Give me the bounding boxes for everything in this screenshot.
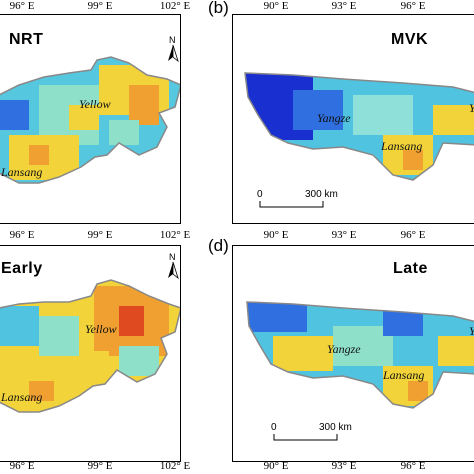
panel-title-late: Late <box>393 260 428 277</box>
tick-label-c-bottom-1: 96° E <box>9 460 35 472</box>
tick-label-d-top-2: 93° E <box>331 229 357 241</box>
scale-start-label: 0 <box>257 189 263 200</box>
basin-label-yangze: Yangze <box>327 342 361 356</box>
map-mvk <box>244 72 474 181</box>
scale-end-label: 300 km <box>305 189 338 200</box>
tick-label-d-top-1: 90° E <box>263 229 289 241</box>
map-nrt <box>0 56 180 184</box>
basin-label-lansang: Lansang <box>1 165 43 179</box>
tick-label-c-bottom-2: 99° E <box>87 460 113 472</box>
panel-title-mvk: MVK <box>391 31 429 48</box>
tick-label-d-bottom-1: 90° E <box>263 460 289 472</box>
panel-letter-d: (d) <box>208 236 229 255</box>
tick-label-d-top-3: 96° E <box>400 229 426 241</box>
tick-label-a-top-1: 96° E <box>9 0 35 12</box>
tick-label-a-top-2: 99° E <box>87 0 113 12</box>
scale-bar <box>273 434 338 441</box>
map-early <box>0 279 180 413</box>
panel-letter-b: (b) <box>208 0 229 17</box>
north-arrow-icon: N <box>165 252 180 280</box>
basin-label-yellow-partial: Y <box>469 101 474 116</box>
basin-label-yellow-partial: Y <box>469 324 474 339</box>
map-panel-early: Early Yellow Lansang N <box>0 245 181 462</box>
basin-label-lansang: Lansang <box>381 139 423 153</box>
tick-label-b-top-3: 96° E <box>400 0 426 12</box>
tick-label-c-top-3: 102° E <box>159 229 191 241</box>
panel-title-early: Early <box>1 260 43 277</box>
basin-label-lansang: Lansang <box>383 368 425 382</box>
basin-label-lansang: Lansang <box>1 390 43 404</box>
north-arrow-icon: N <box>165 35 180 63</box>
tick-label-c-top-1: 96° E <box>9 229 35 241</box>
tick-label-b-top-2: 93° E <box>331 0 357 12</box>
tick-label-c-top-2: 99° E <box>87 229 113 241</box>
basin-label-yellow: Yellow <box>85 322 117 336</box>
tick-label-d-bottom-2: 93° E <box>331 460 357 472</box>
basin-label-yangze: Yangze <box>317 111 351 125</box>
map-panel-mvk: MVK Yangze Lansang Y 0 300 km <box>232 14 474 224</box>
basin-label-yellow: Yellow <box>79 97 111 111</box>
map-panel-nrt: NRT Yellow Lansang N <box>0 14 181 224</box>
scale-bar <box>259 201 324 208</box>
map-late <box>246 301 474 409</box>
tick-label-c-bottom-3: 102° E <box>159 460 191 472</box>
tick-label-a-top-3: 102° E <box>159 0 191 12</box>
map-panel-late: Late Yangze Lansang Y 0 300 km <box>232 245 474 462</box>
tick-label-b-top-1: 90° E <box>263 0 289 12</box>
scale-end-label: 300 km <box>319 422 352 433</box>
scale-start-label: 0 <box>271 422 277 433</box>
tick-label-d-bottom-3: 96° E <box>400 460 426 472</box>
panel-title-nrt: NRT <box>9 31 44 48</box>
